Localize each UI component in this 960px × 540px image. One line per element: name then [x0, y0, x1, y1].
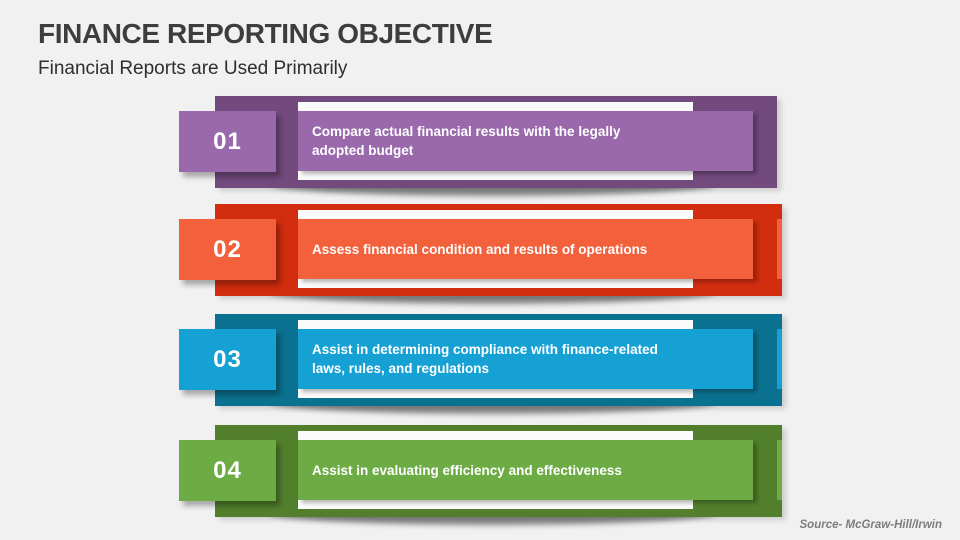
number-label: 04 [213, 456, 242, 484]
page-title: FINANCE REPORTING OBJECTIVE [38, 18, 493, 49]
source-credit: Source- McGraw-Hill/Irwin [799, 519, 943, 531]
ribbon-fold [777, 219, 782, 279]
ribbon-fold [777, 440, 782, 500]
text-panel: Assist in determining compliance with fi… [298, 329, 753, 389]
ribbon-band: Assist in evaluating efficiency and effe… [215, 425, 782, 517]
number-label: 03 [213, 345, 242, 373]
text-line: Compare actual financial results with th… [312, 124, 621, 139]
text-line: adopted budget [312, 143, 414, 158]
text-line: Assist in evaluating efficiency and effe… [312, 462, 622, 478]
objective-row-2: Assess financial condition and results o… [0, 204, 960, 304]
ribbon-band: Compare actual financial results with th… [215, 96, 777, 188]
ribbon-band: Assist in determining compliance with fi… [215, 314, 782, 406]
text-panel: Assist in evaluating efficiency and effe… [298, 440, 753, 500]
text-line: Assess financial condition and results o… [312, 241, 648, 257]
number-box: 02 [179, 219, 276, 280]
text-line: laws, rules, and regulations [312, 361, 490, 376]
number-label: 01 [213, 127, 242, 155]
number-label: 02 [213, 235, 242, 263]
ribbon-band: Assess financial condition and results o… [215, 204, 782, 296]
objective-row-4: Assist in evaluating efficiency and effe… [0, 425, 960, 525]
ribbon-fold [777, 329, 782, 389]
number-box: 03 [179, 329, 276, 390]
text-line: Assist in determining compliance with fi… [312, 342, 658, 357]
objective-row-3: Assist in determining compliance with fi… [0, 314, 960, 414]
number-box: 01 [179, 111, 276, 172]
objective-row-1: Compare actual financial results with th… [0, 96, 960, 196]
number-box: 04 [179, 440, 276, 501]
text-panel: Assess financial condition and results o… [298, 219, 753, 279]
page-subtitle: Financial Reports are Used Primarily [38, 58, 348, 79]
text-panel: Compare actual financial results with th… [298, 111, 753, 171]
